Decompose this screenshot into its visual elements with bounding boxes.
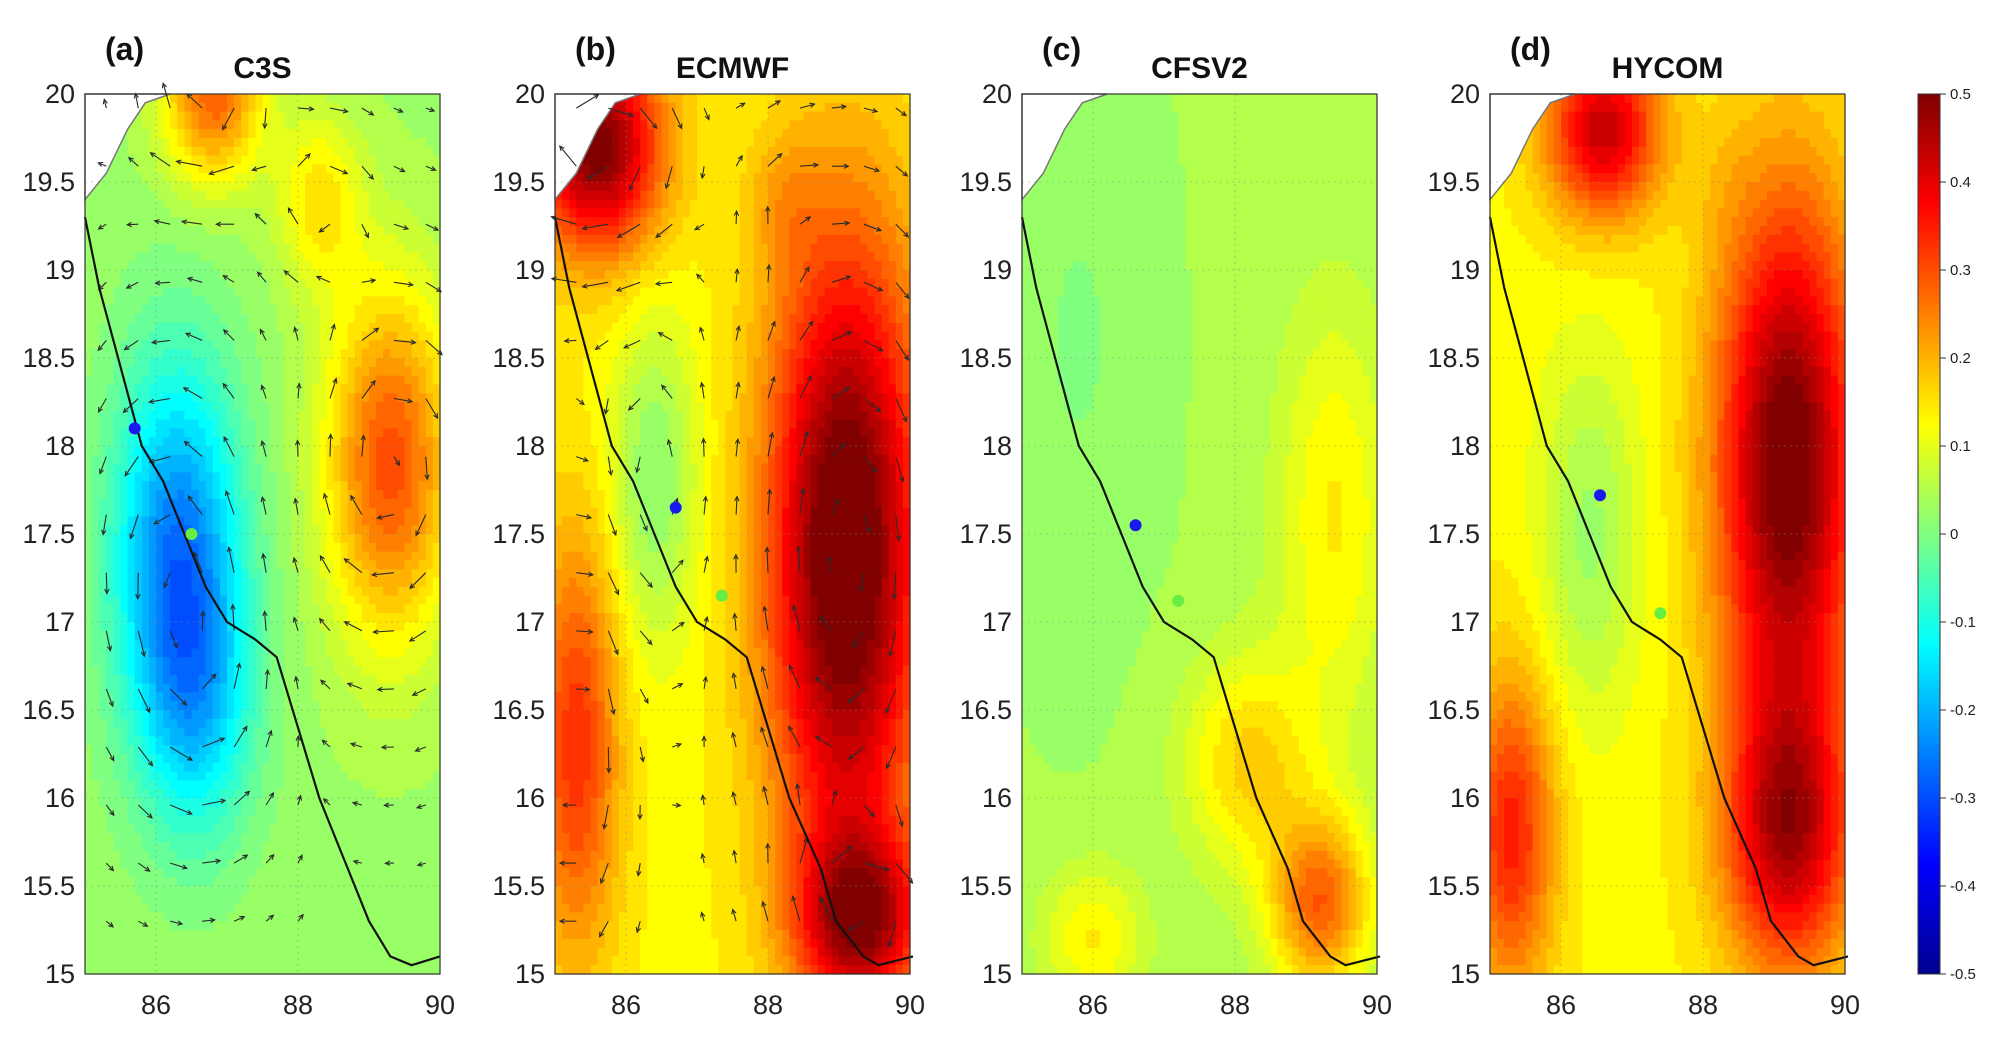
colorbar: 0.5 0.4 0.3 0.2 0.1 0 -0.1 -0.2 -0.3 -0.4 -0.5: [1918, 86, 1976, 983]
y-tick-label: 15.5: [492, 871, 545, 901]
marker-blue: [1594, 489, 1606, 501]
panel-title: ECMWF: [676, 52, 789, 85]
y-tick-label: 16: [45, 783, 75, 813]
y-tick-label: 16: [515, 783, 545, 813]
marker-green: [186, 528, 198, 540]
x-tick-label: 86: [1546, 990, 1576, 1020]
x-tick-label: 90: [1830, 990, 1860, 1020]
y-tick-label: 20: [982, 79, 1012, 109]
y-tick-label: 18.5: [492, 343, 545, 373]
y-tick-label: 19: [982, 255, 1012, 285]
heatmap-field: [1022, 94, 1378, 975]
figure: 20 19.5 19 18.5 18 17.5 17 16.5 16 15.5 15 86 88 90 (a…: [0, 0, 2000, 1048]
marker-blue: [129, 422, 141, 434]
x-tick-label: 86: [611, 990, 641, 1020]
y-tick-label: 17: [515, 607, 545, 637]
panel-title: HYCOM: [1612, 52, 1724, 85]
y-tick-label: 15: [1450, 959, 1480, 989]
x-tick-label: 86: [1078, 990, 1108, 1020]
panel-label: (b): [575, 31, 616, 67]
y-tick-label: 19: [515, 255, 545, 285]
y-tick-label: 15.5: [959, 871, 1012, 901]
y-tick-label: 19: [1450, 255, 1480, 285]
heatmap-field: [555, 94, 911, 975]
colorbar-tick-label: 0.2: [1950, 350, 1971, 367]
heatmap-field: [1490, 94, 1846, 975]
x-tick-label: 88: [753, 990, 783, 1020]
y-tick-label: 19: [45, 255, 75, 285]
colorbar-tick-label: 0.3: [1950, 262, 1971, 279]
colorbar-tick-label: 0.4: [1950, 174, 1971, 191]
heatmap-field: [85, 94, 441, 975]
marker-blue: [1130, 519, 1142, 531]
x-tick-label: 88: [1220, 990, 1250, 1020]
panel-title: C3S: [233, 52, 291, 85]
y-tick-label: 17.5: [1427, 519, 1480, 549]
y-tick-label: 17.5: [22, 519, 75, 549]
y-tick-label: 18.5: [22, 343, 75, 373]
y-tick-label: 18: [982, 431, 1012, 461]
y-tick-label: 16.5: [492, 695, 545, 725]
y-tick-label: 19.5: [1427, 167, 1480, 197]
panel-1: 20 19.5 19 18.5 18 17.5 17 16.5 16 15.5 15 86 88 90 (a…: [22, 31, 455, 1020]
x-tick-label: 88: [283, 990, 313, 1020]
panel-label: (a): [105, 31, 144, 67]
y-tick-label: 15: [515, 959, 545, 989]
y-tick-label: 18.5: [959, 343, 1012, 373]
x-tick-label: 88: [1688, 990, 1718, 1020]
colorbar-tick-label: -0.1: [1950, 614, 1976, 631]
marker-green: [1654, 607, 1666, 619]
y-tick-label: 20: [45, 79, 75, 109]
colorbar-tick-label: -0.5: [1950, 966, 1976, 983]
y-tick-label: 16.5: [959, 695, 1012, 725]
y-tick-label: 17.5: [959, 519, 1012, 549]
colorbar-tick-label: 0.1: [1950, 438, 1971, 455]
y-tick-label: 20: [1450, 79, 1480, 109]
y-tick-label: 15.5: [1427, 871, 1480, 901]
y-tick-label: 15: [45, 959, 75, 989]
panel-2: 20 19.5 19 18.5 18 17.5 17 16.5 16 15.5 15 86 88 90 (b…: [492, 31, 925, 1020]
x-tick-label: 90: [895, 990, 925, 1020]
colorbar-tick-label: -0.4: [1950, 878, 1976, 895]
y-tick-label: 19.5: [22, 167, 75, 197]
marker-green: [716, 590, 728, 602]
panel-label: (c): [1042, 31, 1081, 67]
y-tick-label: 17: [1450, 607, 1480, 637]
marker-blue: [670, 502, 682, 514]
marker-green: [1172, 595, 1184, 607]
y-tick-label: 18: [515, 431, 545, 461]
colorbar-gradient: [1918, 94, 1940, 974]
y-tick-label: 16: [982, 783, 1012, 813]
y-tick-label: 17: [45, 607, 75, 637]
panel-4: 20 19.5 19 18.5 18 17.5 17 16.5 16 15.5 15 86 88 90 (d…: [1427, 31, 1860, 1020]
colorbar-tick-label: 0: [1950, 526, 1958, 543]
y-tick-label: 18.5: [1427, 343, 1480, 373]
y-tick-label: 18: [1450, 431, 1480, 461]
panel-3: 20 19.5 19 18.5 18 17.5 17 16.5 16 15.5 15 86 88 90 (c…: [959, 31, 1392, 1020]
y-tick-label: 15.5: [22, 871, 75, 901]
y-tick-label: 16: [1450, 783, 1480, 813]
y-tick-label: 19.5: [492, 167, 545, 197]
y-tick-label: 18: [45, 431, 75, 461]
y-tick-label: 16.5: [1427, 695, 1480, 725]
panel-label: (d): [1510, 31, 1551, 67]
y-tick-label: 17: [982, 607, 1012, 637]
y-tick-label: 15: [982, 959, 1012, 989]
x-tick-label: 90: [1362, 990, 1392, 1020]
colorbar-tick-label: -0.3: [1950, 790, 1976, 807]
colorbar-tick-label: 0.5: [1950, 86, 1971, 103]
y-tick-label: 17.5: [492, 519, 545, 549]
colorbar-tick-label: -0.2: [1950, 702, 1976, 719]
y-tick-label: 19.5: [959, 167, 1012, 197]
y-tick-label: 16.5: [22, 695, 75, 725]
panel-title: CFSV2: [1151, 52, 1248, 85]
x-tick-label: 90: [425, 990, 455, 1020]
x-tick-label: 86: [141, 990, 171, 1020]
y-tick-label: 20: [515, 79, 545, 109]
